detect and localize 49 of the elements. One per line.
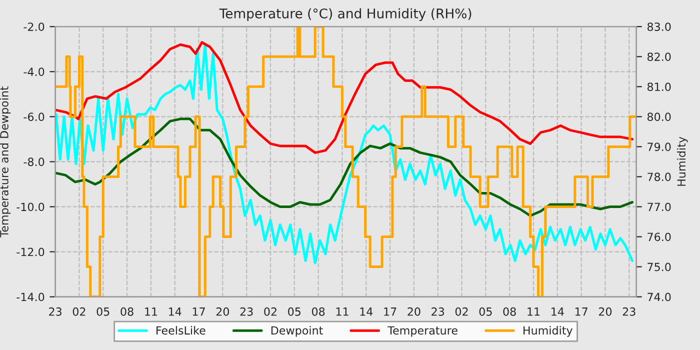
x-tick-label: 23 xyxy=(432,307,444,316)
legend-label: Temperature xyxy=(388,326,458,337)
y2-tick-label: 74.0 xyxy=(648,292,671,302)
y2-tick-label: 80.0 xyxy=(647,112,671,122)
x-tick-label: 17 xyxy=(575,308,588,316)
legend-label: Dewpoint xyxy=(271,326,323,337)
y2-tick-label: 82.0 xyxy=(647,52,671,61)
x-tick-label: 23 xyxy=(622,307,636,316)
legend-label: Humidity xyxy=(524,326,572,337)
y-tick-label: -8.0 xyxy=(24,158,44,166)
x-tick-label: 05 xyxy=(479,307,492,316)
x-tick-label: 02 xyxy=(72,307,86,316)
x-tick-label: 20 xyxy=(216,307,229,316)
x-tick-label: 23 xyxy=(240,307,253,316)
y2-tick-label: 81.0 xyxy=(647,82,671,92)
y2-tick-label: 83.0 xyxy=(647,22,671,31)
x-tick-label: 11 xyxy=(336,308,348,316)
x-tick-label: 05 xyxy=(96,307,110,316)
x-tick-label: 08 xyxy=(312,307,325,316)
x-tick-label: 05 xyxy=(288,307,300,316)
x-tick-label: 14 xyxy=(552,308,564,316)
x-tick-label: 23 xyxy=(49,307,62,316)
y-tick-label: -12.0 xyxy=(16,248,44,256)
y2-tick-label: 78.0 xyxy=(648,172,671,182)
x-tick-label: 11 xyxy=(145,308,157,316)
x-tick-label: 17 xyxy=(384,308,396,316)
y-tick-label: -6.0 xyxy=(24,112,44,122)
x-tick-label: 02 xyxy=(264,307,276,316)
x-tick-label: 11 xyxy=(528,308,540,316)
y2-tick-label: 76.0 xyxy=(648,232,671,242)
y-tick-label: -4.0 xyxy=(24,68,44,76)
chart-title: Temperature (°C) and Humidity (RH%) xyxy=(219,8,472,22)
y-tick-label: -2.0 xyxy=(24,22,44,31)
x-tick-label: 14 xyxy=(169,308,182,316)
x-tick-label: 08 xyxy=(503,307,516,316)
y2-axis-title: Humidity xyxy=(677,136,688,186)
y-tick-label: -10.0 xyxy=(16,202,44,212)
y2-tick-label: 77.0 xyxy=(648,202,671,212)
legend-label: FeelsLike xyxy=(156,326,206,335)
x-tick-label: 08 xyxy=(120,307,134,316)
x-tick-label: 20 xyxy=(408,307,420,316)
x-tick-label: 14 xyxy=(360,308,373,316)
y-tick-label: -14.0 xyxy=(16,292,44,302)
y-axis-title: Temperature and Dewpoint xyxy=(0,86,11,238)
y2-tick-label: 79.0 xyxy=(648,142,671,152)
x-tick-label: 17 xyxy=(192,308,205,316)
y2-tick-label: 75.0 xyxy=(648,262,671,272)
x-tick-label: 02 xyxy=(455,307,468,316)
x-tick-label: 20 xyxy=(598,307,612,316)
